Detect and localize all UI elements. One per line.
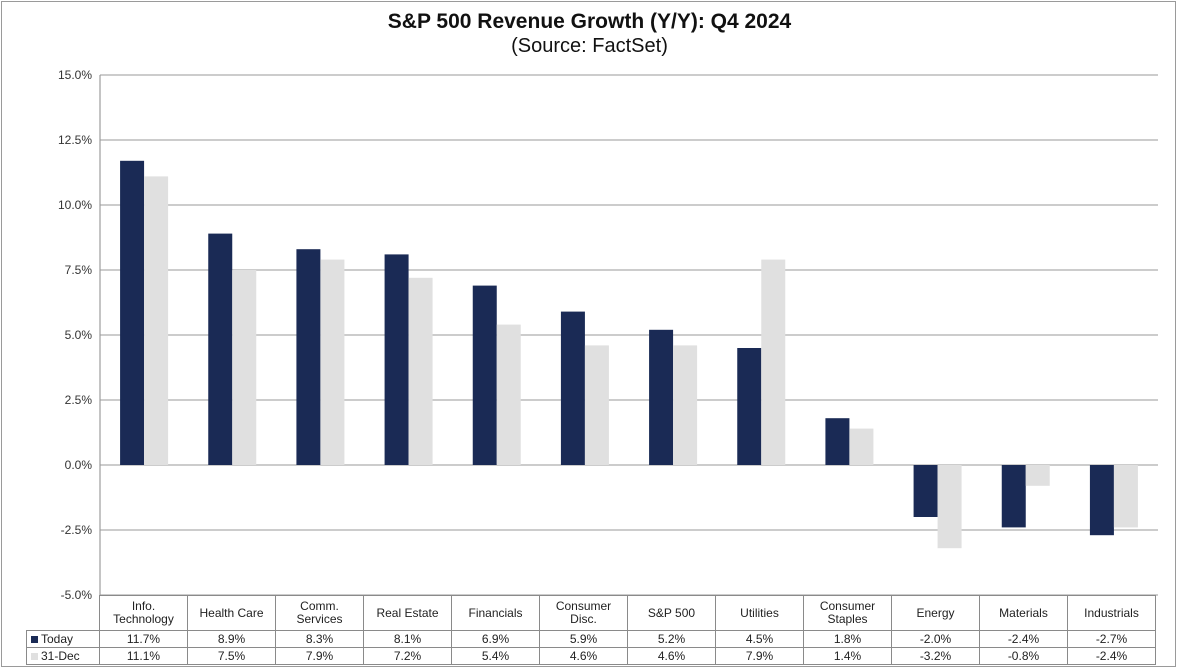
y-tick-label: 10.0% [58,198,92,212]
data-label: 11.1% [99,647,188,665]
category-label: Consumer Staples [803,595,892,631]
y-tick-label: 15.0% [58,68,92,82]
bar-31-dec [496,324,521,465]
data-label: 5.2% [627,630,716,648]
bar-today [208,233,233,465]
y-tick-label: 7.5% [65,263,93,277]
legend-label: Today [41,631,74,646]
y-axis-ticks: 15.0%12.5%10.0%7.5%5.0%2.5%0.0%-2.5%-5.0… [58,68,92,602]
data-label: -0.8% [979,647,1068,665]
data-label: 11.7% [99,630,188,648]
table-row-today: Today 11.7% 8.9% 8.3% 8.1% 6.9% 5.9% 5.2% 4.5% 1.… [26,630,1156,648]
chart-title: S&P 500 Revenue Growth (Y/Y): Q4 2024 [387,10,792,33]
y-tick-label: 0.0% [65,458,93,472]
data-label: 6.9% [451,630,540,648]
category-label: Health Care [187,595,276,631]
bar-31-dec [584,345,609,465]
data-label: 5.4% [451,647,540,665]
bar-today [296,249,321,465]
data-label: -2.4% [979,630,1068,648]
category-label: Financials [451,595,540,631]
bar-31-dec [761,259,786,465]
bar-today [120,160,145,466]
data-label: -2.0% [891,630,980,648]
legend-swatch [31,652,38,660]
category-label: Consumer Disc. [539,595,628,631]
legend-label: 31-Dec [41,648,80,663]
category-label: Info. Technology [99,595,188,631]
data-label: 4.6% [539,647,628,665]
category-label: Comm. Services [275,595,364,631]
category-label: Utilities [715,595,804,631]
y-tick-label: 5.0% [65,328,93,342]
bar-today [913,465,938,517]
category-header-row: Info. Technology Health Care Comm. Services R… [26,595,1156,631]
data-label: 7.2% [363,647,452,665]
bars [120,160,1138,549]
bar-31-dec [320,259,345,465]
data-label: 1.4% [803,647,892,665]
data-label: -2.7% [1067,630,1156,648]
category-label: S&P 500 [627,595,716,631]
category-label: Energy [891,595,980,631]
legend-entry: Today [26,630,100,648]
legend-swatch [31,635,38,643]
bar-31-dec [144,176,169,465]
data-label: -3.2% [891,647,980,665]
bar-31-dec [937,465,962,549]
bar-today [472,285,497,465]
bar-today [737,348,762,465]
data-label: 8.1% [363,630,452,648]
category-label: Materials [979,595,1068,631]
bar-today [1001,465,1026,528]
bar-today [649,329,674,465]
data-label: 7.9% [715,647,804,665]
category-label: Real Estate [363,595,452,631]
bar-31-dec [1025,465,1050,486]
bar-31-dec [673,345,698,465]
data-label: -2.4% [1067,647,1156,665]
data-label: 8.9% [187,630,276,648]
chart-subtitle: (Source: FactSet) [511,35,668,57]
bar-today [384,254,409,465]
bar-31-dec [408,277,433,465]
bar-today [1089,465,1114,536]
data-label: 7.9% [275,647,364,665]
bar-today [825,418,850,465]
y-tick-label: -2.5% [61,523,93,537]
category-label: Industrials [1067,595,1156,631]
bar-31-dec [849,428,874,465]
bar-31-dec [1113,465,1138,528]
data-label: 4.6% [627,647,716,665]
data-label: 4.5% [715,630,804,648]
bar-31-dec [232,270,257,465]
data-label: 7.5% [187,647,276,665]
table-row-31dec: 31-Dec 11.1% 7.5% 7.9% 7.2% 5.4% 4.6% 4.6% 7.9% 1… [26,647,1156,665]
legend-entry: 31-Dec [26,647,100,665]
data-label: 1.8% [803,630,892,648]
gridlines [99,74,1158,596]
y-tick-label: 2.5% [65,393,93,407]
table-corner [26,595,100,631]
y-tick-label: 12.5% [58,133,92,147]
data-label: 8.3% [275,630,364,648]
bar-today [560,311,585,465]
data-label: 5.9% [539,630,628,648]
data-table: Info. Technology Health Care Comm. Services R… [26,595,1156,665]
